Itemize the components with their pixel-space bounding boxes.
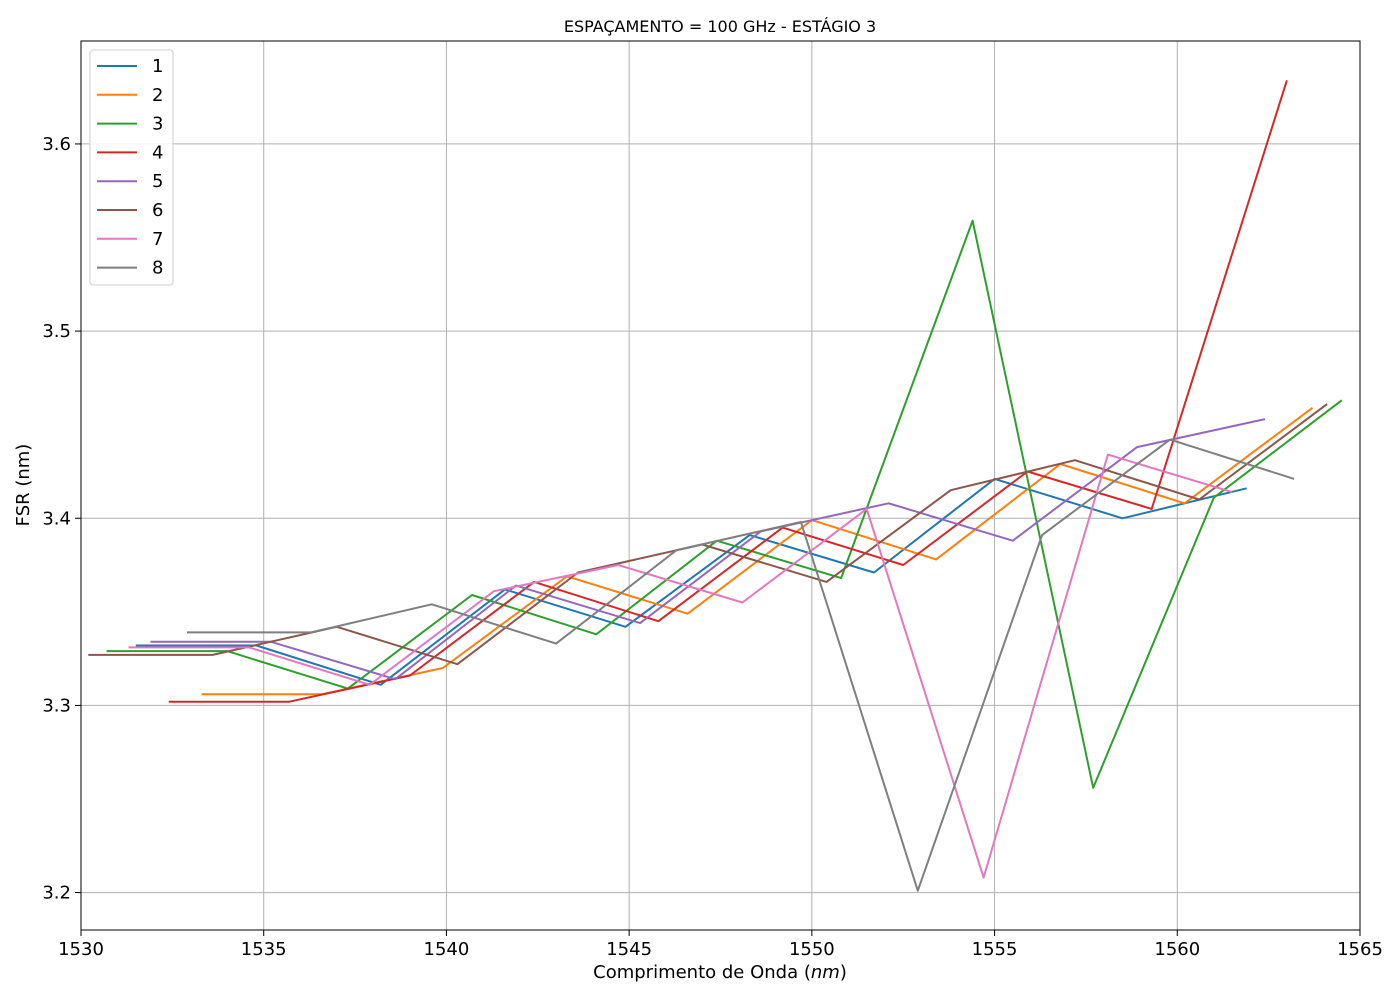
- y-axis-ticks: 3.2 3.3 3.4 3.5 3.6: [42, 134, 81, 904]
- y-tick-label: 3.3: [42, 695, 71, 716]
- legend-label-5: 5: [152, 171, 163, 192]
- grid-lines: [80, 41, 1361, 930]
- y-tick-label: 3.6: [42, 134, 71, 155]
- legend-label-6: 6: [152, 200, 163, 221]
- x-axis-label: Comprimento de Onda (nm): [593, 962, 847, 983]
- series-line-7: [128, 453, 1233, 879]
- series-line-2: [201, 406, 1314, 696]
- x-tick-label: 1535: [241, 939, 287, 960]
- x-tick-label: 1565: [1337, 939, 1383, 960]
- legend-label-8: 8: [152, 258, 163, 279]
- y-tick-label: 3.5: [42, 321, 71, 342]
- x-tick-label: 1550: [789, 939, 835, 960]
- y-tick-label: 3.2: [42, 883, 71, 904]
- x-axis-label-unit: nm: [811, 962, 840, 983]
- plot-frame: [80, 40, 1361, 931]
- series-line-3: [106, 219, 1343, 789]
- series-lines: [88, 79, 1343, 892]
- x-axis-label-main: Comprimento de Onda (: [593, 962, 811, 983]
- series-line-1: [135, 477, 1247, 686]
- x-tick-label: 1555: [972, 939, 1018, 960]
- series-line-4: [168, 79, 1288, 703]
- legend-label-1: 1: [152, 56, 163, 77]
- x-axis-ticks: 1530 1535 1540 1545 1550 1555 1560 1565: [58, 930, 1383, 960]
- legend-label-3: 3: [152, 114, 163, 135]
- legend-label-2: 2: [152, 85, 163, 106]
- y-tick-label: 3.4: [42, 508, 71, 529]
- x-tick-label: 1530: [58, 939, 104, 960]
- x-axis-label-close: ): [840, 962, 847, 983]
- chart-title: ESPAÇAMENTO = 100 GHz - ESTÁGIO 3: [564, 17, 876, 36]
- x-tick-label: 1545: [606, 939, 652, 960]
- x-tick-label: 1540: [424, 939, 470, 960]
- legend: 1 2 3 4 5 6 7 8: [89, 49, 174, 286]
- y-axis-label: FSR (nm): [13, 444, 34, 527]
- legend-box: [89, 49, 174, 286]
- legend-label-7: 7: [152, 229, 163, 250]
- legend-label-4: 4: [152, 142, 163, 163]
- series-line-8: [187, 438, 1295, 892]
- series-line-6: [88, 403, 1328, 666]
- series-line-5: [150, 418, 1266, 681]
- x-tick-label: 1560: [1154, 939, 1200, 960]
